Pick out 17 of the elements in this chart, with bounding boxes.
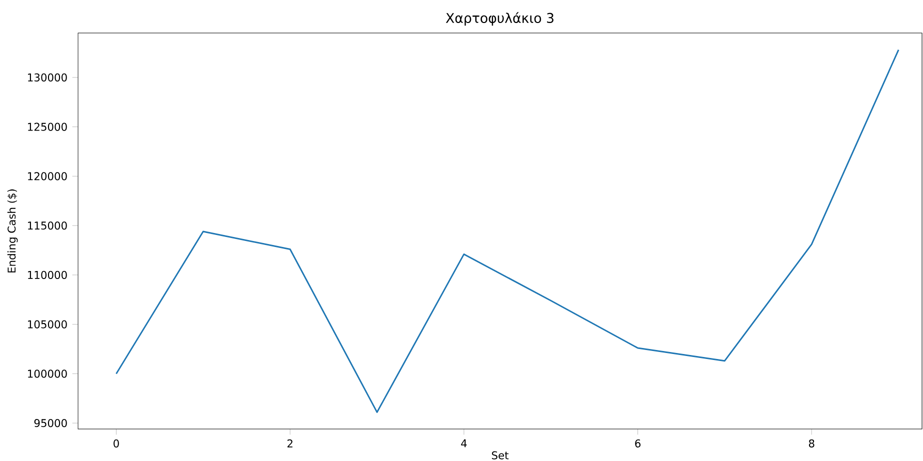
line-series: [116, 49, 900, 413]
x-tick-label: 2: [287, 439, 292, 448]
x-tick-label: 8: [808, 439, 814, 448]
y-tick-label: 125000: [28, 122, 67, 131]
y-tick-label: 110000: [28, 270, 67, 279]
y-tick-label: 100000: [28, 370, 67, 378]
y-tick-label: 130000: [28, 73, 67, 82]
x-tick-label: 0: [114, 439, 119, 448]
x-tick-label: 4: [461, 439, 467, 448]
chart-title: Χαρτοφυλάκιο 3: [446, 12, 554, 26]
y-tick-label: 120000: [28, 172, 67, 180]
y-tick-label: 95000: [34, 419, 67, 428]
x-axis-title: Set: [492, 451, 509, 460]
x-tick-label: 6: [635, 439, 640, 448]
y-tick-label: 115000: [28, 222, 67, 230]
y-tick-label: 105000: [28, 320, 67, 328]
y-axis-title: Ending Cash ($): [7, 189, 18, 272]
